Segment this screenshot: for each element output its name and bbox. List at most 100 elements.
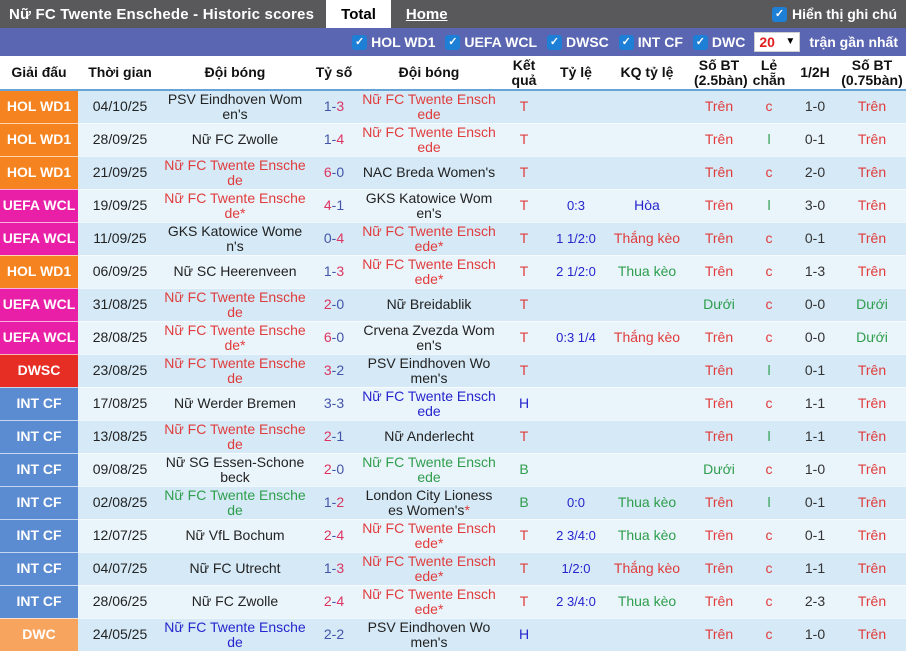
match-row: HOL WD1 04/10/25 PSV Eindhoven Women's 1-3 N… bbox=[0, 90, 906, 124]
odd-even: c bbox=[746, 156, 792, 190]
match-row: INT CF 28/06/25 Nữ FC Zwolle 2-4 Nữ FC Twent… bbox=[0, 585, 906, 619]
match-count-select[interactable]: 20 ▼ bbox=[754, 32, 801, 52]
match-row: UEFA WCL 28/08/25 Nữ FC Twente Enschede* 6-… bbox=[0, 321, 906, 355]
over-under-2-5: Trên bbox=[692, 585, 746, 619]
league-badge: INT CF bbox=[0, 387, 78, 421]
home-team: Nữ SC Heerenveen bbox=[162, 255, 308, 289]
odd-even: c bbox=[746, 90, 792, 124]
over-under-0-75: Trên bbox=[838, 453, 906, 487]
col-header-odds: Tỷ lệ bbox=[550, 56, 602, 91]
col-header-score: Tỷ số bbox=[308, 56, 360, 91]
col-header-odds-result: KQ tỷ lệ bbox=[602, 56, 692, 91]
away-team: Nữ FC Twente Enschede bbox=[360, 453, 498, 487]
result: H bbox=[498, 387, 550, 421]
league-badge: HOL WD1 bbox=[0, 90, 78, 124]
half-score: 1-1 bbox=[792, 387, 838, 421]
match-date: 06/09/25 bbox=[78, 255, 162, 289]
odds bbox=[550, 90, 602, 124]
score: 2-2 bbox=[308, 618, 360, 652]
half-score: 0-1 bbox=[792, 519, 838, 553]
result: T bbox=[498, 288, 550, 322]
score: 3-3 bbox=[308, 387, 360, 421]
tab-home[interactable]: Home bbox=[405, 5, 448, 23]
over-under-2-5: Trên bbox=[692, 321, 746, 355]
league-badge: HOL WD1 bbox=[0, 123, 78, 157]
home-team: Nữ FC Zwolle bbox=[162, 123, 308, 157]
match-date: 09/08/25 bbox=[78, 453, 162, 487]
checkbox-checked-icon[interactable]: ✓ bbox=[445, 34, 461, 50]
col-header-odd-even: Lẻ chẵn bbox=[746, 56, 792, 91]
filter-league-label: INT CF bbox=[637, 34, 683, 50]
half-score: 1-1 bbox=[792, 420, 838, 454]
league-badge: UEFA WCL bbox=[0, 321, 78, 355]
odd-even: l bbox=[746, 189, 792, 223]
odds bbox=[550, 123, 602, 157]
odds bbox=[550, 156, 602, 190]
match-row: INT CF 17/08/25 Nữ Werder Bremen 3-3 Nữ FC T… bbox=[0, 387, 906, 421]
tab-total[interactable]: Total bbox=[326, 0, 391, 28]
home-team: Nữ FC Zwolle bbox=[162, 585, 308, 619]
result: T bbox=[498, 156, 550, 190]
half-score: 3-0 bbox=[792, 189, 838, 223]
half-score: 1-0 bbox=[792, 618, 838, 652]
match-date: 02/08/25 bbox=[78, 486, 162, 520]
match-row: DWSC 23/08/25 Nữ FC Twente Enschede 3-2 PSV … bbox=[0, 354, 906, 388]
result: T bbox=[498, 354, 550, 388]
score: 0-4 bbox=[308, 222, 360, 256]
match-row: UEFA WCL 19/09/25 Nữ FC Twente Enschede* 4-… bbox=[0, 189, 906, 223]
home-team: GKS Katowice Women's bbox=[162, 222, 308, 256]
show-notes-toggle[interactable]: ✓ Hiển thị ghi chú bbox=[772, 0, 906, 28]
over-under-2-5: Trên bbox=[692, 552, 746, 586]
match-row: INT CF 02/08/25 Nữ FC Twente Enschede 1-2 Lo… bbox=[0, 486, 906, 520]
filter-league-dwsc[interactable]: ✓ DWSC bbox=[547, 34, 609, 50]
odds bbox=[550, 288, 602, 322]
col-header-league: Giải đấu bbox=[0, 56, 78, 91]
odds bbox=[550, 354, 602, 388]
away-team: PSV Eindhoven Women's bbox=[360, 354, 498, 388]
over-under-2-5: Trên bbox=[692, 123, 746, 157]
filter-league-dwc[interactable]: ✓ DWC bbox=[692, 34, 745, 50]
league-badge: UEFA WCL bbox=[0, 222, 78, 256]
odds-result: Thua kèo bbox=[602, 585, 692, 619]
filter-league-label: DWSC bbox=[566, 34, 609, 50]
filter-league-uefa-wcl[interactable]: ✓ UEFA WCL bbox=[445, 34, 537, 50]
filter-league-hol-wd1[interactable]: ✓ HOL WD1 bbox=[352, 34, 435, 50]
half-score: 2-0 bbox=[792, 156, 838, 190]
over-under-2-5: Trên bbox=[692, 222, 746, 256]
odds: 0:0 bbox=[550, 486, 602, 520]
odds: 2 3/4:0 bbox=[550, 585, 602, 619]
checkbox-checked-icon[interactable]: ✓ bbox=[547, 34, 562, 50]
odds-result bbox=[602, 288, 692, 322]
over-under-2-5: Trên bbox=[692, 519, 746, 553]
away-team: Nữ FC Twente Enschede bbox=[360, 387, 498, 421]
checkbox-checked-icon[interactable]: ✓ bbox=[618, 34, 634, 50]
filter-league-int-cf[interactable]: ✓ INT CF bbox=[618, 34, 683, 50]
league-badge: INT CF bbox=[0, 519, 78, 553]
league-filters: ✓ HOL WD1 ✓ UEFA WCL ✓ DWSC ✓ INT CF ✓ DWC bbox=[352, 34, 745, 50]
odds: 0:3 1/4 bbox=[550, 321, 602, 355]
checkbox-checked-icon[interactable]: ✓ bbox=[692, 34, 708, 50]
historic-scores-table: Giải đấu Thời gian Đội bóng Tỷ số Đội bó… bbox=[0, 56, 906, 652]
match-date: 24/05/25 bbox=[78, 618, 162, 652]
half-score: 0-0 bbox=[792, 288, 838, 322]
odd-even: c bbox=[746, 618, 792, 652]
odd-even: c bbox=[746, 288, 792, 322]
show-notes-label: Hiển thị ghi chú bbox=[792, 6, 897, 22]
odd-even: l bbox=[746, 354, 792, 388]
odds bbox=[550, 420, 602, 454]
odd-even: c bbox=[746, 255, 792, 289]
score: 6-0 bbox=[308, 156, 360, 190]
checkbox-checked-icon[interactable]: ✓ bbox=[352, 34, 368, 50]
score: 2-4 bbox=[308, 585, 360, 619]
table-header-row: Giải đấu Thời gian Đội bóng Tỷ số Đội bó… bbox=[0, 56, 906, 91]
checkbox-checked-icon[interactable]: ✓ bbox=[772, 6, 787, 22]
away-team: NAC Breda Women's bbox=[360, 156, 498, 190]
result: T bbox=[498, 222, 550, 256]
away-team: Nữ FC Twente Enschede* bbox=[360, 255, 498, 289]
away-team: Nữ FC Twente Enschede* bbox=[360, 552, 498, 586]
league-badge: INT CF bbox=[0, 585, 78, 619]
half-score: 1-3 bbox=[792, 255, 838, 289]
score: 1-3 bbox=[308, 255, 360, 289]
match-date: 04/07/25 bbox=[78, 552, 162, 586]
over-under-0-75: Trên bbox=[838, 585, 906, 619]
